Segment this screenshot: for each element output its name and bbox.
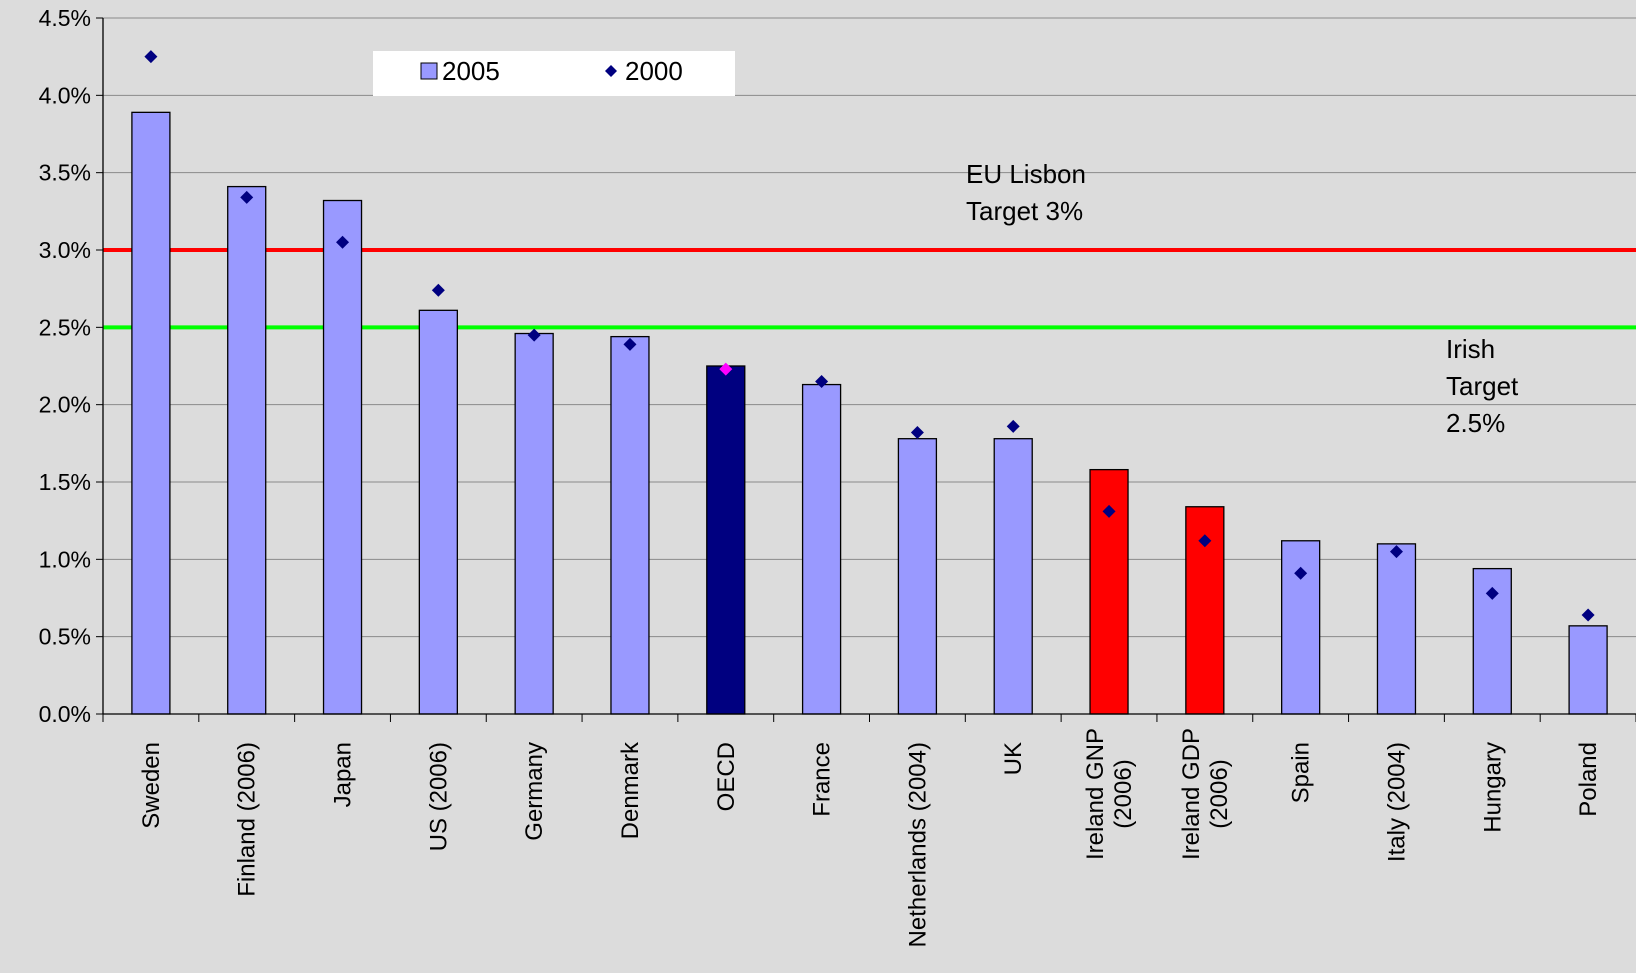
marker-2000 bbox=[1581, 608, 1595, 622]
y-tick-label: 0.0% bbox=[39, 701, 91, 727]
marker-2000 bbox=[336, 235, 350, 249]
reference-line-labels: EU Lisbon Target 3% Irish Target 2.5% bbox=[966, 159, 1519, 438]
x-tick-label: Finland (2006) bbox=[234, 742, 261, 897]
y-tick-label: 1.5% bbox=[39, 469, 91, 495]
x-tick-label-line: (2006) bbox=[1206, 759, 1233, 828]
y-tick-label: 1.0% bbox=[39, 546, 91, 572]
x-tick-label-line: (2006) bbox=[1110, 759, 1137, 828]
bars-2005 bbox=[131, 111, 1608, 715]
y-axis-ticks: 0.0% 0.5% 1.0% 1.5% 2.0% 2.5% 3.0% 3.5% 4.0% 4.5% bbox=[39, 5, 103, 727]
marker-2000 bbox=[144, 50, 158, 64]
bar-2005 bbox=[993, 438, 1033, 715]
marker-2000 bbox=[240, 190, 254, 204]
bar-2005 bbox=[610, 335, 650, 715]
marker-2000 bbox=[527, 328, 541, 342]
bar-2005 bbox=[1568, 625, 1608, 715]
marker-2000 bbox=[1198, 534, 1212, 548]
marker-2000 bbox=[431, 283, 445, 297]
legend-swatch-2005 bbox=[420, 62, 438, 80]
legend-swatch-2000 bbox=[605, 65, 617, 77]
x-tick-label: Japan bbox=[330, 742, 357, 807]
reference-line-label: EU Lisbon Target 3% bbox=[966, 159, 1086, 226]
x-tick-label-line: Sweden bbox=[138, 742, 165, 829]
y-tick-label: 0.5% bbox=[39, 624, 91, 650]
x-tick-label: Hungary bbox=[1479, 742, 1506, 833]
x-tick-label-line: Spain bbox=[1288, 742, 1315, 803]
x-tick-label: OECD bbox=[713, 742, 740, 811]
x-tick-label: Ireland GNP(2006) bbox=[1082, 728, 1137, 860]
x-tick-label: UK bbox=[1000, 742, 1027, 775]
y-tick-label: 2.0% bbox=[39, 392, 91, 418]
marker-2000 bbox=[1485, 586, 1499, 600]
y-tick-label: 2.5% bbox=[39, 314, 91, 340]
bar-2005 bbox=[706, 365, 746, 715]
x-tick-label-line: Germany bbox=[521, 742, 548, 841]
reference-line-label-line: Target bbox=[1446, 371, 1519, 401]
bar-2005 bbox=[1376, 543, 1417, 715]
x-tick-label-line: France bbox=[809, 742, 836, 817]
legend-label-2005: 2005 bbox=[442, 56, 500, 86]
reference-line-label-line: 2.5% bbox=[1446, 408, 1505, 438]
markers-2000 bbox=[144, 50, 1595, 622]
x-tick-label: Ireland GDP(2006) bbox=[1178, 728, 1233, 860]
reference-line-label-line: EU Lisbon bbox=[966, 159, 1086, 189]
x-tick-label: US (2006) bbox=[425, 742, 452, 851]
bar-2005 bbox=[322, 199, 363, 715]
marker-2000 bbox=[719, 362, 733, 376]
bar-2005 bbox=[897, 438, 938, 715]
y-tick-label: 3.0% bbox=[39, 237, 91, 263]
x-tick-label: Spain bbox=[1288, 742, 1315, 803]
reference-line-label-line: Target 3% bbox=[966, 196, 1083, 226]
marker-2000 bbox=[910, 426, 924, 440]
y-tick-label: 3.5% bbox=[39, 160, 91, 186]
reference-line-label-line: Irish bbox=[1446, 334, 1495, 364]
bar-2005 bbox=[514, 332, 554, 715]
marker-2000 bbox=[1294, 566, 1308, 580]
legend: 2005 2000 bbox=[373, 51, 735, 96]
x-tick-label-line: OECD bbox=[713, 742, 740, 811]
y-tick-label: 4.5% bbox=[39, 5, 91, 31]
x-tick-label: Italy (2004) bbox=[1383, 742, 1410, 862]
x-tick-label-line: Finland (2006) bbox=[234, 742, 261, 897]
bar-2005 bbox=[801, 383, 842, 715]
x-tick-label-line: Poland bbox=[1575, 742, 1602, 817]
marker-2000 bbox=[1102, 504, 1116, 518]
x-tick-label-line: UK bbox=[1000, 742, 1027, 775]
x-tick-label: France bbox=[809, 742, 836, 817]
x-tick-label-line: Ireland GNP bbox=[1082, 728, 1109, 860]
x-tick-label: Germany bbox=[521, 742, 548, 841]
x-tick-label-line: Netherlands (2004) bbox=[904, 742, 931, 947]
reference-line-label: Irish Target 2.5% bbox=[1446, 334, 1519, 438]
x-axis-ticks: Sweden Finland (2006) Japan US (2006) German… bbox=[102, 714, 1636, 947]
x-tick-label-line: US (2006) bbox=[425, 742, 452, 851]
legend-label-2000: 2000 bbox=[625, 56, 683, 86]
bar-2005 bbox=[227, 185, 267, 715]
bar-2005 bbox=[418, 309, 458, 715]
x-tick-label-line: Italy (2004) bbox=[1383, 742, 1410, 862]
x-tick-label: Netherlands (2004) bbox=[904, 742, 931, 947]
x-tick-label: Poland bbox=[1575, 742, 1602, 817]
x-tick-label-line: Ireland GDP bbox=[1178, 728, 1205, 860]
x-tick-label: Sweden bbox=[138, 742, 165, 829]
marker-2000 bbox=[815, 374, 829, 388]
marker-2000 bbox=[1006, 419, 1020, 433]
marker-2000 bbox=[623, 337, 637, 351]
marker-2000 bbox=[1389, 545, 1403, 559]
x-tick-label-line: Denmark bbox=[617, 741, 644, 839]
y-tick-label: 4.0% bbox=[39, 82, 91, 108]
x-tick-label-line: Hungary bbox=[1479, 742, 1506, 833]
bar-2005 bbox=[131, 111, 171, 715]
x-tick-label: Denmark bbox=[617, 741, 644, 839]
x-tick-label-line: Japan bbox=[330, 742, 357, 807]
